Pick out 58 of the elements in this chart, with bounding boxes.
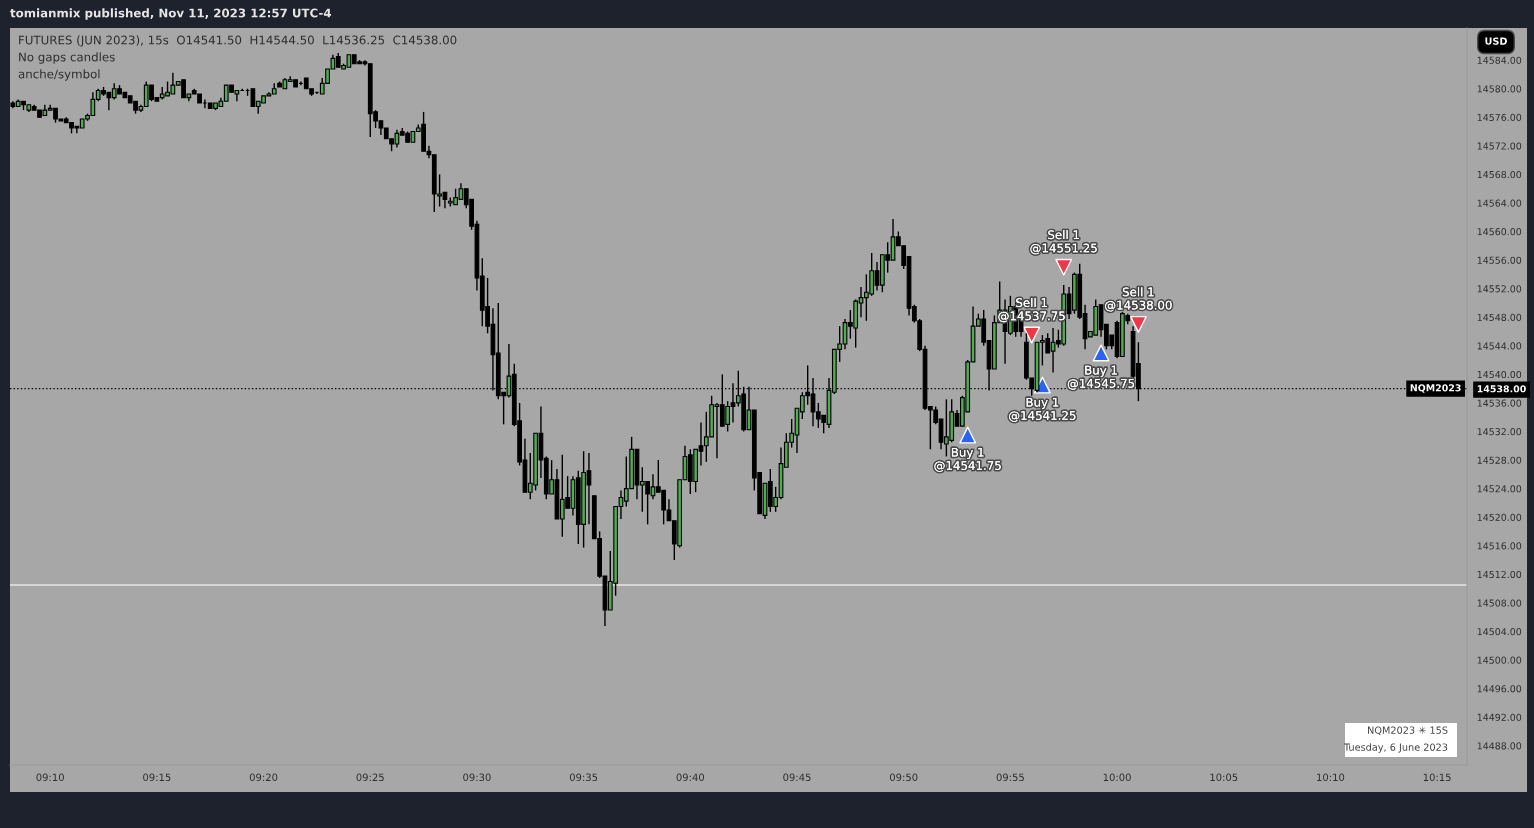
point — [959, 426, 977, 444]
y-tick-label: 14532.00 — [1477, 428, 1522, 436]
x-tick-label: 09:55 — [996, 773, 1024, 782]
y-tick-label: 14496.00 — [1477, 685, 1522, 693]
y-tick-label: 14560.00 — [1477, 228, 1522, 236]
y-tick-label: 14584.00 — [1477, 56, 1522, 64]
point — [1129, 315, 1147, 333]
y-tick-label: 14492.00 — [1477, 713, 1522, 721]
y-tick-label: 14512.00 — [1477, 570, 1522, 579]
y-tick-label: 14576.00 — [1477, 113, 1522, 121]
y-tick-label: 14500.00 — [1477, 656, 1522, 664]
data-label: Sell 1 @14551.25 — [1030, 230, 1097, 255]
point — [1092, 344, 1110, 362]
text: No gaps candles — [19, 52, 115, 64]
point — [1023, 326, 1041, 344]
x-tick-label: 10:05 — [1210, 773, 1238, 782]
text: FUTURES (JUN 2023), 15s O14541.50 H14544.50 L14536.25 C14538.00 — [19, 35, 457, 47]
y-tick-label: 14580.00 — [1477, 85, 1522, 93]
annotation: anche/symbol — [18, 69, 100, 81]
x-tick-label: 09:20 — [249, 773, 278, 782]
data-label: Buy 1 @14541.75 — [934, 447, 1001, 472]
x-tick-label: 09:40 — [676, 773, 705, 782]
x-tick-label: 10:15 — [1423, 773, 1451, 782]
x-tick-label: 09:10 — [36, 773, 64, 782]
x-tick-label: 09:30 — [463, 773, 491, 782]
x-tick-label: 09:35 — [569, 773, 598, 782]
text: tomianmix published, Nov 11, 2023 12:57 UTC-4 — [10, 8, 332, 20]
annotation: NQM2023 ✳ 15S — [1368, 726, 1448, 735]
y-tick-label: 14524.00 — [1477, 485, 1522, 493]
y-tick-label: 14572.00 — [1477, 142, 1522, 150]
data-label: Buy 1 @14545.75 — [1067, 365, 1135, 390]
y-tick-label: 14516.00 — [1477, 542, 1522, 550]
y-tick-label: 14540.00 — [1477, 370, 1522, 379]
point — [1055, 258, 1073, 276]
data-label: Buy 1 @14541.25 — [1009, 397, 1076, 422]
y-tick-label: 14488.00 — [1477, 742, 1522, 750]
y-tick-label: 14520.00 — [1477, 513, 1522, 521]
x-tick-label: 09:25 — [356, 773, 384, 782]
data-label: Sell 1 @14538.00 — [1105, 287, 1172, 312]
x-tick-label: 10:10 — [1317, 773, 1345, 782]
y-tick-label: 14504.00 — [1477, 628, 1522, 636]
y-tick-label: 14538.00 — [1477, 385, 1526, 393]
y-tick-label: 14556.00 — [1477, 256, 1522, 264]
y-tick-label: 14508.00 — [1477, 599, 1522, 607]
y-tick-label: 14528.00 — [1477, 456, 1522, 464]
x-tick-label: 09:50 — [889, 773, 918, 782]
annotation: Tuesday, 6 June 2023 — [1343, 743, 1448, 753]
x-tick-label: 09:15 — [143, 773, 171, 782]
y-tick-label: 14544.00 — [1477, 342, 1522, 350]
y-tick-label: 14568.00 — [1477, 170, 1522, 179]
x-tick-label: 09:45 — [783, 773, 811, 782]
y-tick-label: 14564.00 — [1477, 199, 1522, 207]
y-tick-label: 14552.00 — [1477, 285, 1522, 293]
y-tick-label: 14548.00 — [1477, 313, 1522, 321]
ref-line-label: NQM2023 — [1410, 384, 1461, 393]
x-tick-label: 10:00 — [1103, 773, 1131, 782]
y-tick-label: 14536.00 — [1477, 399, 1522, 407]
text: USD — [1485, 37, 1507, 45]
